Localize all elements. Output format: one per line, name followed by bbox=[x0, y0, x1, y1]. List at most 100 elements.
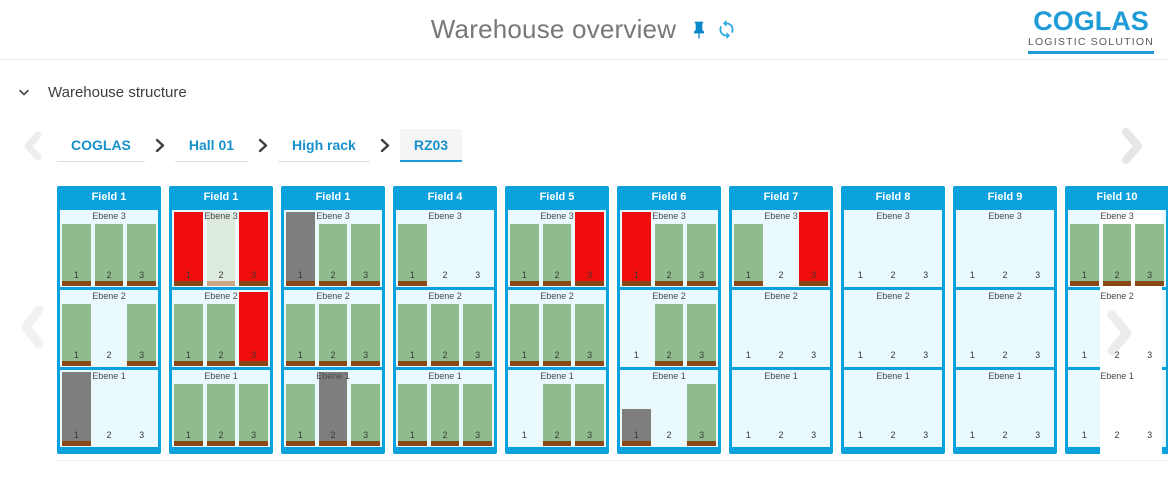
slot[interactable]: 3 bbox=[239, 370, 269, 446]
slot[interactable]: 2 bbox=[542, 290, 572, 366]
warehouse-structure-toggle[interactable]: Warehouse structure bbox=[17, 84, 187, 101]
slot[interactable]: 3 bbox=[687, 290, 717, 366]
pin-icon[interactable] bbox=[689, 20, 709, 40]
slot[interactable]: 1 bbox=[510, 290, 539, 366]
slot[interactable]: 1 bbox=[510, 210, 539, 286]
slot[interactable]: 2 bbox=[318, 290, 348, 366]
field-header[interactable]: Field 4 bbox=[427, 191, 463, 203]
slot[interactable]: 3 bbox=[687, 370, 717, 446]
slot[interactable]: 1 bbox=[62, 370, 91, 446]
slot[interactable]: 2 bbox=[991, 290, 1020, 366]
slot[interactable]: 3 bbox=[575, 290, 605, 366]
breadcrumb-item-hall-01[interactable]: Hall 01 bbox=[174, 129, 249, 162]
slot[interactable]: 2 bbox=[430, 290, 460, 366]
slot[interactable]: 2 bbox=[655, 370, 684, 446]
slot[interactable]: 3 bbox=[1023, 290, 1052, 366]
slot[interactable]: 2 bbox=[430, 370, 460, 446]
slot[interactable]: 1 bbox=[846, 290, 875, 366]
slot[interactable]: 2 bbox=[1102, 210, 1132, 286]
slot[interactable]: 1 bbox=[846, 370, 875, 446]
slot[interactable]: 2 bbox=[542, 370, 572, 446]
slot[interactable]: 3 bbox=[1023, 370, 1052, 446]
field-header[interactable]: Field 1 bbox=[91, 191, 127, 203]
field-header[interactable]: Field 9 bbox=[987, 191, 1023, 203]
slot[interactable]: 3 bbox=[911, 370, 940, 446]
slot[interactable]: 1 bbox=[286, 290, 315, 366]
slot[interactable]: 2 bbox=[94, 210, 124, 286]
slot[interactable]: 3 bbox=[911, 290, 940, 366]
slot[interactable]: 1 bbox=[174, 210, 203, 286]
slot[interactable]: 1 bbox=[622, 370, 651, 446]
slot[interactable]: 1 bbox=[1070, 370, 1099, 446]
slot[interactable]: 3 bbox=[911, 210, 940, 286]
field-header[interactable]: Field 8 bbox=[875, 191, 911, 203]
breadcrumb-scroll-left-button[interactable] bbox=[20, 129, 46, 162]
slot[interactable]: 1 bbox=[398, 290, 427, 366]
field-header[interactable]: Field 6 bbox=[651, 191, 687, 203]
slot[interactable]: 1 bbox=[622, 210, 651, 286]
slot[interactable]: 1 bbox=[510, 370, 539, 446]
slot[interactable]: 2 bbox=[767, 290, 796, 366]
slot[interactable]: 2 bbox=[206, 290, 236, 366]
slot[interactable]: 1 bbox=[846, 210, 875, 286]
slot[interactable]: 3 bbox=[463, 370, 493, 446]
slot[interactable]: 1 bbox=[62, 210, 91, 286]
slot[interactable]: 1 bbox=[1070, 210, 1099, 286]
refresh-icon[interactable] bbox=[716, 19, 737, 40]
slot[interactable]: 2 bbox=[206, 210, 236, 286]
field-header[interactable]: Field 7 bbox=[763, 191, 799, 203]
fields-scroll-right-button[interactable] bbox=[1103, 307, 1135, 359]
slot[interactable]: 3 bbox=[239, 210, 269, 286]
slot[interactable]: 2 bbox=[654, 210, 684, 286]
fields-scroll-left-button[interactable] bbox=[18, 302, 46, 352]
slot[interactable]: 3 bbox=[463, 210, 492, 286]
slot[interactable]: 3 bbox=[687, 210, 717, 286]
slot[interactable]: 1 bbox=[958, 290, 987, 366]
slot[interactable]: 3 bbox=[799, 210, 829, 286]
slot[interactable]: 2 bbox=[206, 370, 236, 446]
slot[interactable]: 3 bbox=[463, 290, 493, 366]
breadcrumb-item-high-rack[interactable]: High rack bbox=[278, 129, 370, 162]
slot[interactable]: 2 bbox=[95, 290, 124, 366]
breadcrumb-item-rz03[interactable]: RZ03 bbox=[399, 129, 463, 162]
breadcrumb-item-coglas[interactable]: COGLAS bbox=[57, 129, 145, 162]
slot[interactable]: 3 bbox=[575, 210, 605, 286]
slot[interactable]: 2 bbox=[767, 370, 796, 446]
field-header[interactable]: Field 10 bbox=[1096, 191, 1138, 203]
slot[interactable]: 1 bbox=[174, 290, 203, 366]
slot[interactable]: 2 bbox=[431, 210, 460, 286]
slot[interactable]: 1 bbox=[1070, 290, 1099, 366]
slot[interactable]: 1 bbox=[958, 210, 987, 286]
slot[interactable]: 1 bbox=[734, 370, 763, 446]
slot[interactable]: 3 bbox=[351, 370, 381, 446]
slot[interactable]: 1 bbox=[622, 290, 651, 366]
slot[interactable]: 1 bbox=[958, 370, 987, 446]
slot[interactable]: 2 bbox=[879, 290, 908, 366]
slot[interactable]: 2 bbox=[542, 210, 572, 286]
chevron-down-icon[interactable] bbox=[17, 87, 31, 99]
slot[interactable]: 1 bbox=[398, 210, 427, 286]
slot[interactable]: 2 bbox=[95, 370, 124, 446]
slot[interactable]: 2 bbox=[767, 210, 796, 286]
slot[interactable]: 3 bbox=[351, 210, 381, 286]
